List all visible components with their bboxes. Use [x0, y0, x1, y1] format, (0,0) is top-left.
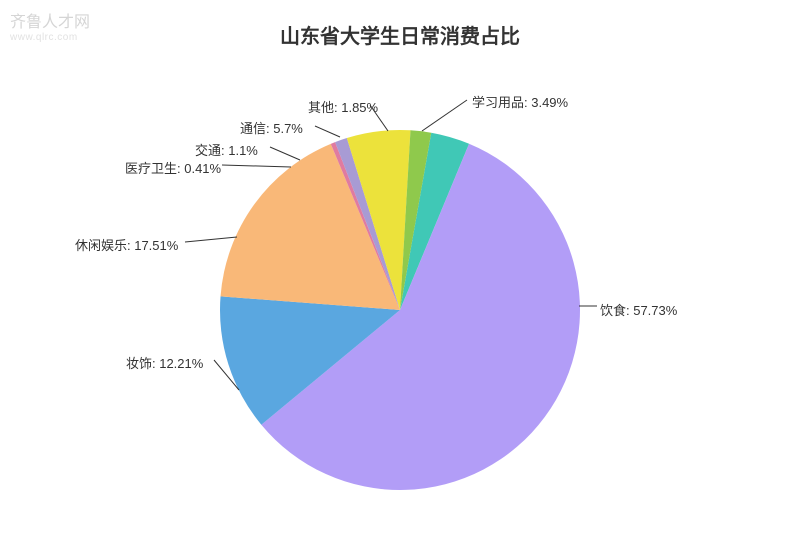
slice-label-2: 妆饰: 12.21% — [126, 353, 203, 372]
leader-line-5 — [270, 147, 300, 160]
leader-line-4 — [222, 165, 291, 167]
leader-line-0 — [422, 100, 467, 131]
slice-label-6: 通信: 5.7% — [240, 118, 303, 137]
slice-label-1: 饮食: 57.73% — [600, 300, 677, 319]
pie-chart — [0, 0, 800, 535]
slice-label-0: 学习用品: 3.49% — [472, 92, 568, 111]
leader-line-6 — [315, 126, 340, 137]
leader-line-3 — [185, 237, 237, 242]
slice-label-4: 医疗卫生: 0.41% — [125, 158, 221, 177]
slice-label-5: 交通: 1.1% — [195, 140, 258, 159]
slice-label-7: 其他: 1.85% — [308, 97, 378, 116]
slice-label-3: 休闲娱乐: 17.51% — [75, 235, 178, 254]
